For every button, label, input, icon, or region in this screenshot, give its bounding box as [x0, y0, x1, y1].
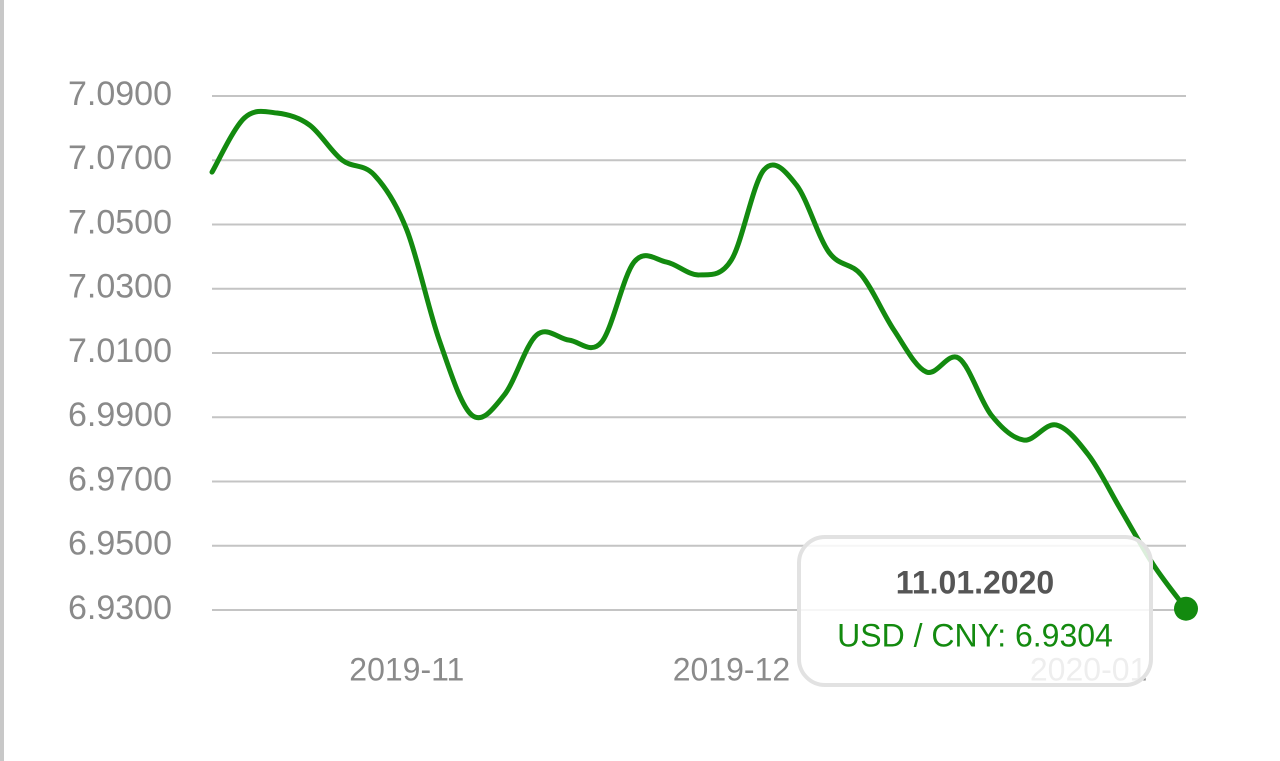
- y-tick-label: 6.9300: [68, 589, 172, 627]
- y-tick-label: 7.0700: [68, 139, 172, 177]
- end-point: [1174, 596, 1198, 621]
- tooltip: 11.01.2020 USD / CNY: 6.9304: [797, 535, 1153, 687]
- y-tick-label: 6.9900: [68, 396, 172, 434]
- y-tick-label: 6.9700: [68, 460, 172, 498]
- line: [209, 108, 1189, 612]
- plot: [209, 108, 1198, 621]
- x-tick-label: 2019-12: [673, 651, 790, 687]
- grid: 7.0900 7.0700 7.0500 7.0300 7.0100 6.9900 6.97…: [68, 75, 1186, 627]
- y-tick-label: 7.0100: [68, 332, 172, 370]
- tooltip-title: 11.01.2020: [896, 564, 1054, 600]
- y-tick-label: 7.0300: [68, 268, 172, 306]
- y-tick-label: 7.0500: [68, 203, 172, 241]
- tooltip-box: [797, 535, 1153, 687]
- y-tick-label: 6.9500: [68, 525, 172, 563]
- y-tick-label: 7.0900: [68, 75, 172, 113]
- tooltip-text: USD / CNY: 6.9304: [837, 617, 1113, 653]
- left-border: [0, 0, 4, 761]
- x-tick-label: 2019-11: [349, 651, 464, 687]
